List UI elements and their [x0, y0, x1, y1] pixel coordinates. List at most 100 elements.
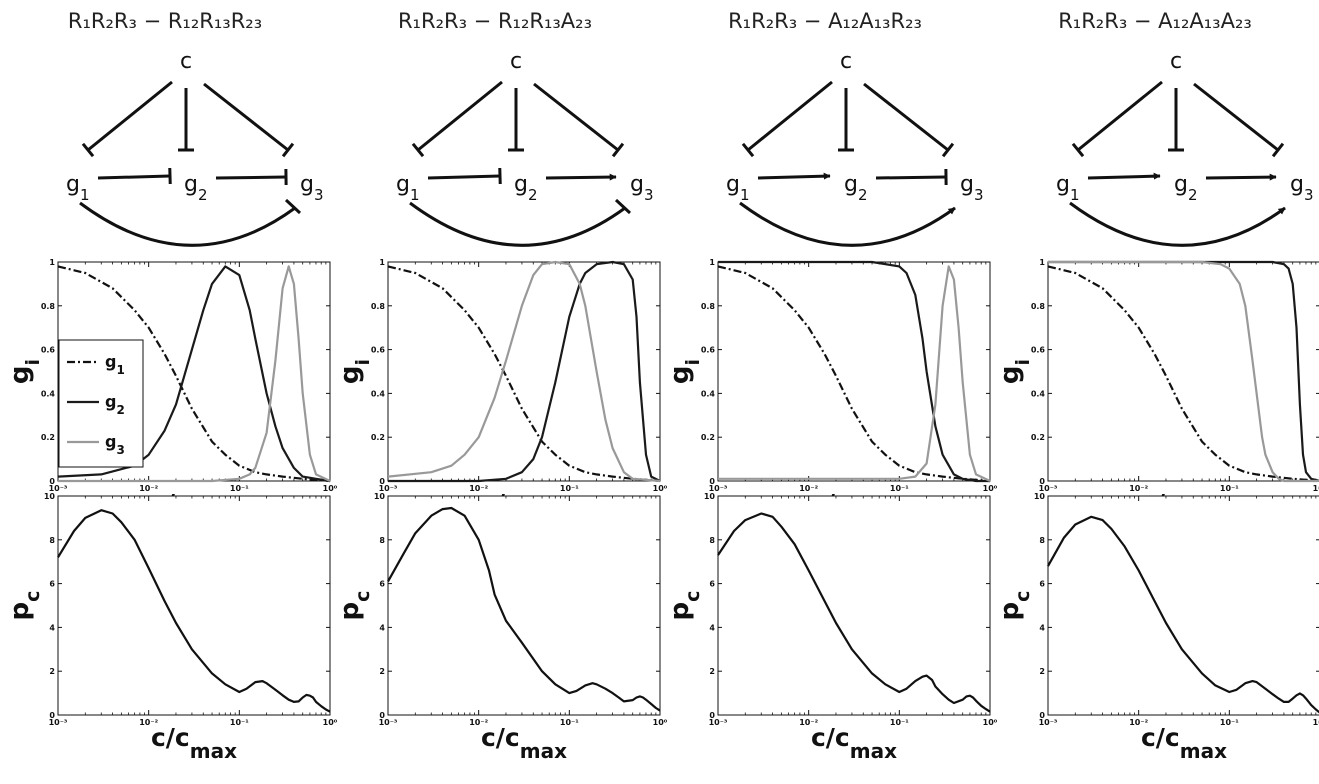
edge-g1-g3-bar: [614, 198, 632, 215]
edge-g1-g3: [1069, 201, 1286, 247]
node-g1: g1: [1056, 172, 1080, 204]
series-g3-line: [58, 265, 331, 483]
y-tick-label: 0.2: [41, 433, 55, 442]
node-c: c: [1170, 49, 1182, 74]
node-g2: g2: [184, 172, 208, 204]
series-g2-line: [1048, 260, 1319, 482]
edge-c-g1: [747, 80, 833, 152]
x-tick-label: 10⁻³: [709, 484, 728, 493]
y-tick-label: 0.8: [41, 302, 56, 311]
edge-g2-g3: [875, 175, 947, 180]
x-tick-label: 10⁰: [983, 484, 998, 493]
node-g2: g2: [1174, 172, 1198, 204]
x-tick-label: 10⁻¹: [890, 484, 909, 493]
edge-g1-g3: [739, 201, 956, 247]
node-g1: g1: [726, 172, 750, 204]
x-tick-label: 10⁻²: [469, 484, 488, 493]
network-diagram-2: R₁R₂R₃ − R₁₂R₁₃A₂₃ c g1 g2 g3: [396, 9, 654, 247]
x-axis-label: c/cmax: [481, 723, 567, 763]
x-tick-label: 10⁻²: [1129, 484, 1148, 493]
y-tick-label: 0: [709, 477, 715, 486]
edge-c-g3: [863, 82, 949, 152]
node-g3: g3: [960, 172, 984, 204]
series-g1-line: [1047, 265, 1319, 483]
y-tick-label: 10: [1034, 492, 1046, 501]
series-g3-line: [1048, 260, 1319, 483]
y-tick-label: 0.6: [41, 346, 56, 355]
x-tick-label: 10⁻¹: [560, 718, 579, 727]
edge-c-g3-bar: [281, 142, 295, 158]
y-tick-label: 10: [704, 492, 716, 501]
edge-g2-g3: [215, 175, 287, 180]
edge-c-g1-bar: [1071, 142, 1085, 158]
node-g3: g3: [1290, 172, 1314, 204]
node-g2: g2: [514, 172, 538, 204]
edge-g1-g3: [79, 201, 296, 247]
edge-c-g1: [417, 80, 503, 152]
x-tick-label: 10⁻³: [709, 718, 728, 727]
x-tick-label: 10⁰: [653, 484, 668, 493]
legend-label-g3: g3: [105, 432, 125, 457]
series-g3-line: [718, 265, 991, 482]
legend-label-g1: g1: [105, 352, 125, 377]
panel-title-3: R₁R₂R₃ − A₁₂A₁₃R₂₃: [728, 9, 922, 33]
x-tick-label: 10⁻²: [139, 484, 158, 493]
edge-c-g3-bar: [611, 142, 625, 158]
y-tick-label: 2: [1039, 667, 1045, 676]
y-axis-label: pc: [995, 591, 1034, 621]
edge-g1-g2: [757, 172, 831, 180]
x-tick-label: 10⁻²: [469, 718, 488, 727]
plot-area: [717, 261, 991, 482]
plot-area: [1047, 261, 1319, 482]
edge-c-g1-bar: [81, 142, 95, 158]
y-tick-label: 0.4: [371, 389, 386, 398]
y-tick-label: 1: [1039, 258, 1045, 267]
y-tick-label: 8: [709, 536, 715, 545]
panel-title-4: R₁R₂R₃ − A₁₂A₁₃A₂₃: [1058, 9, 1252, 33]
plot-area: [57, 495, 331, 716]
x-axis-label: c/cmax: [151, 723, 237, 763]
x-tick-label: 10⁻¹: [230, 484, 249, 493]
plot-area: [717, 495, 991, 716]
series-pc-line: [387, 506, 661, 712]
y-tick-label: 4: [379, 623, 385, 632]
y-axis-label: pc: [665, 591, 704, 621]
y-tick-label: 4: [1039, 623, 1045, 632]
legend-box: [58, 339, 144, 468]
x-tick-label: 10⁻³: [379, 484, 398, 493]
series-pc-line: [1047, 515, 1319, 714]
plot-area: [1047, 495, 1319, 716]
edge-c-g1: [87, 80, 173, 152]
edge-c-g3-bar: [941, 142, 955, 158]
x-tick-label: 10⁻³: [49, 484, 68, 493]
x-tick-label: 10⁻¹: [230, 718, 249, 727]
y-tick-label: 0: [709, 711, 715, 720]
edge-c-g3: [203, 82, 289, 152]
y-tick-label: 10: [374, 492, 386, 501]
edge-c-g3-bar: [1271, 142, 1285, 158]
series-pc-line: [57, 509, 331, 713]
node-g1: g1: [66, 172, 90, 204]
x-tick-label: 10⁻²: [1129, 718, 1148, 727]
chart-8: 0 2 4 6 8 10 10⁻³ 10⁻² 10⁻¹ 10⁰ c/cmax pc: [995, 492, 1319, 763]
node-c: c: [840, 49, 852, 74]
y-tick-label: 1: [709, 258, 715, 267]
network-diagram-3: R₁R₂R₃ − A₁₂A₁₃R₂₃ c g1 g2 g3: [726, 9, 984, 247]
edge-g1-g3-bar: [284, 198, 302, 215]
y-axis-label: pc: [335, 591, 374, 621]
x-axis-label: c/cmax: [1141, 723, 1227, 763]
y-tick-label: 0.2: [371, 433, 385, 442]
x-tick-label: 10⁰: [1313, 484, 1319, 493]
x-tick-label: 10⁻¹: [1220, 718, 1239, 727]
y-tick-label: 8: [49, 536, 55, 545]
series-g2-line: [57, 265, 331, 483]
node-c: c: [510, 49, 522, 74]
x-tick-label: 10⁻²: [139, 718, 158, 727]
y-tick-label: 0.6: [371, 346, 386, 355]
y-tick-label: 0.4: [1031, 389, 1046, 398]
y-tick-label: 2: [709, 667, 715, 676]
node-g3: g3: [300, 172, 324, 204]
